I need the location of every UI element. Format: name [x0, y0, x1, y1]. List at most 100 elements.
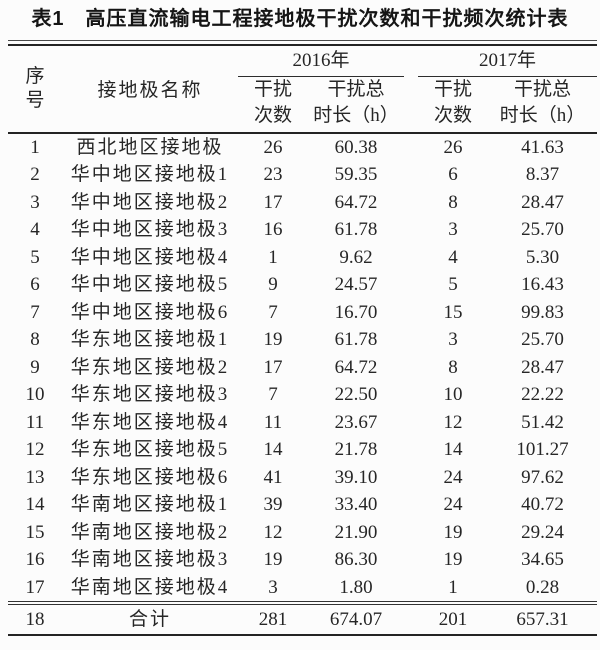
total-row-number: 18: [8, 601, 62, 636]
cell-count-2017: 4: [448, 246, 458, 268]
cell-electrode-name: 西北地区接地极: [76, 136, 224, 158]
cell-column-gap: [404, 354, 418, 382]
header-2016-duration-line1: 干扰总: [327, 78, 385, 100]
cell-column-gap: [404, 326, 418, 354]
cell-duration-2016: 33.40: [334, 494, 378, 515]
cell-duration-2017: 29.24: [521, 521, 564, 543]
cell-duration-2017: 99.83: [521, 301, 564, 323]
cell-count-2016: 7: [268, 384, 278, 405]
header-index-line2: 号: [25, 89, 45, 111]
cell-duration-2016: 61.78: [334, 329, 378, 350]
cell-duration-2016: 23.67: [334, 411, 378, 433]
cell-row-number: 10: [25, 384, 45, 405]
header-column-gap: [404, 44, 419, 134]
table-row: 5 华中地区接地极4 1 9.62 4 5.30: [8, 244, 597, 272]
total-label: 合计: [62, 601, 238, 636]
cell-column-gap: [404, 271, 418, 299]
cell-count-2017: 10: [443, 384, 463, 405]
header-index: 序 号: [8, 44, 62, 134]
header-2017-count-line1: 干扰: [434, 78, 473, 100]
cell-row-number: 5: [30, 246, 40, 268]
cell-electrode-name: 华东地区接地极1: [70, 329, 230, 350]
cell-duration-2016: 24.57: [334, 274, 378, 295]
cell-duration-2016: 9.62: [339, 246, 373, 268]
cell-count-2016: 17: [263, 191, 283, 213]
table-row: 7 华中地区接地极6 7 16.70 15 99.83: [8, 299, 597, 327]
cell-duration-2016: 64.72: [334, 191, 378, 213]
cell-column-gap: [404, 464, 418, 492]
table-footer: 18 合计 281 674.07 201 657.31: [8, 601, 598, 636]
cell-row-number: 17: [25, 576, 45, 598]
total-duration-2016: 674.07: [308, 601, 405, 636]
cell-count-2016: 7: [268, 301, 278, 323]
header-2016-count: 干扰 次数: [238, 76, 308, 134]
cell-duration-2017: 28.47: [521, 356, 564, 378]
header-sub-row: 干扰 次数 干扰总 时长（h） 干扰 次数 干扰总 时长（h）: [8, 76, 598, 134]
cell-count-2017: 6: [448, 164, 458, 185]
cell-electrode-name: 华东地区接地极2: [70, 356, 230, 378]
cell-column-gap: [404, 244, 418, 272]
cell-count-2016: 26: [263, 136, 283, 158]
table-row: 13 华东地区接地极6 41 39.10 24 97.62: [8, 464, 597, 492]
table-row: 10 华东地区接地极3 7 22.50 10 22.22: [8, 381, 597, 409]
cell-count-2017: 5: [448, 274, 458, 295]
cell-electrode-name: 华东地区接地极6: [70, 466, 230, 488]
table-row: 1 西北地区接地极 26 60.38 26 41.63: [8, 133, 597, 162]
cell-count-2017: 19: [443, 521, 463, 543]
cell-duration-2016: 64.72: [334, 356, 378, 378]
cell-duration-2017: 40.72: [521, 494, 564, 515]
cell-duration-2016: 1.80: [339, 576, 373, 598]
cell-duration-2017: 25.70: [521, 219, 564, 240]
cell-count-2016: 3: [268, 576, 278, 598]
cell-electrode-name: 华中地区接地极5: [70, 274, 230, 295]
cell-column-gap: [404, 161, 418, 189]
cell-duration-2017: 97.62: [521, 466, 564, 488]
cell-count-2017: 1: [448, 576, 458, 598]
cell-duration-2016: 61.78: [334, 219, 378, 240]
cell-count-2016: 23: [263, 164, 283, 185]
cell-count-2017: 14: [443, 439, 463, 460]
cell-duration-2016: 22.50: [334, 384, 378, 405]
data-table: 序 号 接地极名称 2016年 2017年 干扰 次数 干扰总 时长（h）: [8, 43, 598, 636]
header-year-row: 序 号 接地极名称 2016年 2017年: [8, 44, 598, 134]
cell-duration-2016: 16.70: [334, 301, 378, 323]
cell-duration-2016: 21.78: [334, 439, 378, 460]
cell-count-2016: 12: [263, 521, 283, 543]
cell-count-2017: 12: [443, 411, 463, 433]
table-row: 8 华东地区接地极1 19 61.78 3 25.70: [8, 326, 597, 354]
cell-count-2016: 14: [263, 439, 283, 460]
cell-duration-2017: 0.28: [525, 576, 560, 598]
cell-column-gap: [404, 216, 418, 244]
cell-count-2016: 19: [263, 329, 283, 350]
header-2016-count-line1: 干扰: [253, 78, 292, 100]
cell-row-number: 6: [30, 274, 40, 295]
cell-count-2017: 8: [448, 356, 458, 378]
cell-count-2016: 19: [263, 549, 283, 570]
header-2016-duration: 干扰总 时长（h）: [308, 76, 405, 134]
cell-electrode-name: 华南地区接地极3: [70, 549, 230, 570]
cell-row-number: 1: [30, 136, 40, 158]
cell-row-number: 8: [30, 329, 40, 350]
table-row: 4 华中地区接地极3 16 61.78 3 25.70: [8, 216, 597, 244]
cell-count-2016: 41: [263, 466, 283, 488]
cell-duration-2016: 21.90: [334, 521, 378, 543]
table-row: 2 华中地区接地极1 23 59.35 6 8.37: [8, 161, 597, 189]
cell-column-gap: [404, 574, 418, 604]
cell-column-gap: [404, 133, 418, 162]
cell-row-number: 16: [25, 549, 45, 570]
cell-row-number: 7: [30, 301, 40, 323]
cell-electrode-name: 华中地区接地极4: [70, 246, 230, 268]
cell-row-number: 12: [25, 439, 45, 460]
cell-column-gap: [404, 409, 418, 437]
table-row: 17 华南地区接地极4 3 1.80 1 0.28: [8, 574, 597, 604]
cell-duration-2017: 101.27: [516, 439, 569, 460]
cell-column-gap: [404, 491, 418, 519]
total-column-gap: [404, 601, 419, 636]
cell-electrode-name: 华南地区接地极2: [70, 521, 230, 543]
table-row: 12 华东地区接地极5 14 21.78 14 101.27: [8, 436, 597, 464]
table-title: 表1 高压直流输电工程接地极干扰次数和干扰频次统计表: [31, 8, 569, 30]
cell-duration-2016: 86.30: [334, 549, 378, 570]
header-2017-duration: 干扰总 时长（h）: [488, 76, 598, 134]
cell-count-2017: 8: [448, 191, 458, 213]
